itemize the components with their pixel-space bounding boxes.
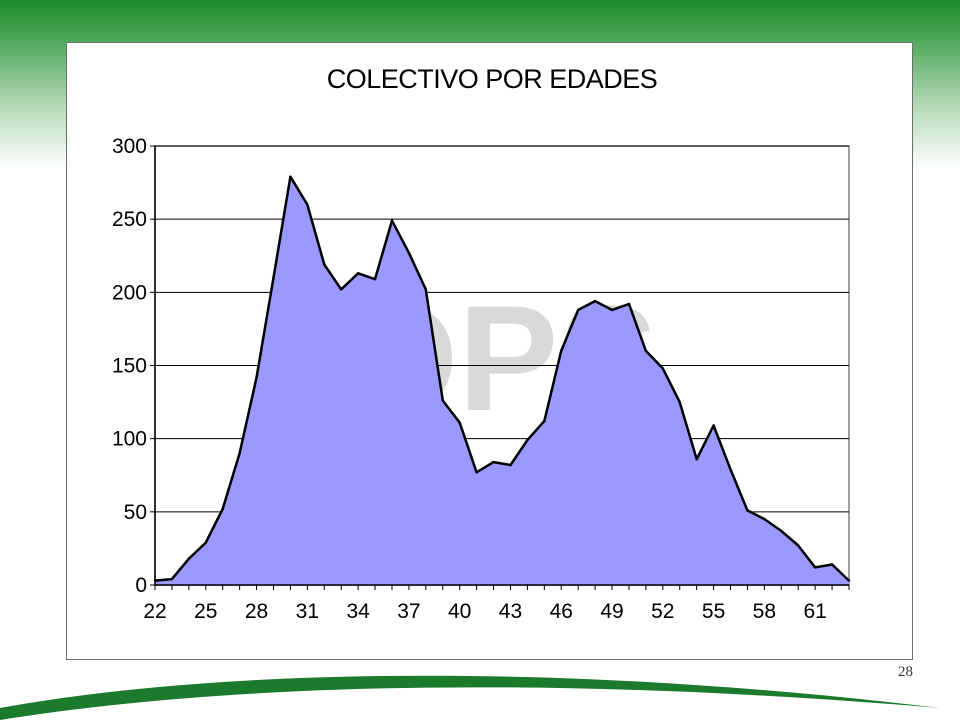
data-point — [390, 219, 394, 222]
data-point — [170, 577, 174, 581]
data-point — [526, 438, 529, 442]
chart-title: COLECTIVO POR EDADES — [326, 64, 658, 94]
x-tick-label: 55 — [702, 600, 725, 623]
area-outline — [154, 175, 850, 582]
x-tick-label: 25 — [194, 600, 217, 623]
y-tick-label: 100 — [112, 428, 147, 451]
x-tick-label: 31 — [296, 600, 319, 623]
data-point — [221, 507, 224, 511]
data-point — [306, 203, 309, 206]
data-point — [356, 272, 360, 275]
y-tick-label: 0 — [135, 574, 147, 597]
y-tick-label: 50 — [124, 501, 147, 524]
data-point — [593, 299, 597, 303]
data-point — [373, 278, 377, 281]
x-tick-label: 46 — [550, 600, 573, 623]
x-tick-label: 34 — [346, 600, 370, 623]
y-tick-label: 250 — [112, 208, 147, 231]
data-point — [289, 175, 292, 178]
data-point — [577, 308, 580, 312]
data-point — [238, 452, 241, 455]
data-point — [712, 424, 715, 427]
x-tick-labels: 22 25 28 31 34 37 40 43 46 49 52 55 58 61 — [143, 600, 827, 623]
data-point — [543, 419, 546, 423]
data-point — [729, 468, 732, 471]
data-point — [847, 579, 851, 582]
x-tick-label: 37 — [397, 600, 420, 623]
data-point — [458, 421, 461, 424]
data-point — [661, 367, 664, 370]
data-point — [763, 517, 766, 521]
x-tick-label: 40 — [448, 600, 471, 623]
data-point — [492, 460, 495, 464]
data-point — [255, 376, 258, 379]
footer-swoosh — [0, 675, 940, 720]
area-layer — [153, 175, 851, 585]
data-point — [627, 302, 631, 306]
data-point — [746, 509, 749, 512]
x-tick-label: 28 — [245, 600, 268, 623]
y-tick-label: 150 — [112, 355, 147, 378]
data-point — [475, 471, 478, 474]
data-point — [813, 566, 817, 569]
data-point — [272, 276, 275, 279]
x-tick-label: 43 — [499, 600, 522, 623]
y-tick-labels: 0 50 100 150 200 250 300 — [112, 135, 147, 597]
data-point — [509, 463, 512, 467]
area-fill — [155, 176, 849, 585]
data-point — [340, 288, 343, 291]
x-tick-label: 52 — [651, 600, 674, 623]
data-point — [678, 400, 681, 404]
x-tick-label: 61 — [803, 600, 826, 623]
data-point — [780, 529, 783, 533]
data-point — [797, 544, 800, 547]
data-point — [441, 399, 444, 402]
data-point — [560, 349, 563, 353]
data-point — [695, 458, 698, 461]
data-point — [407, 251, 411, 254]
x-tick-label: 22 — [143, 600, 166, 623]
data-point — [610, 308, 614, 312]
data-point — [424, 288, 427, 291]
x-tick-label: 58 — [753, 600, 776, 623]
data-point — [644, 349, 648, 353]
y-tick-label: 200 — [112, 281, 147, 304]
page-number: 28 — [898, 664, 913, 680]
y-tick-label: 300 — [112, 135, 147, 158]
data-point — [323, 263, 326, 266]
axis-layer — [150, 145, 850, 590]
x-tick-label: 49 — [600, 600, 623, 623]
data-point — [204, 541, 207, 544]
data-point — [187, 557, 191, 560]
data-point — [830, 563, 834, 566]
